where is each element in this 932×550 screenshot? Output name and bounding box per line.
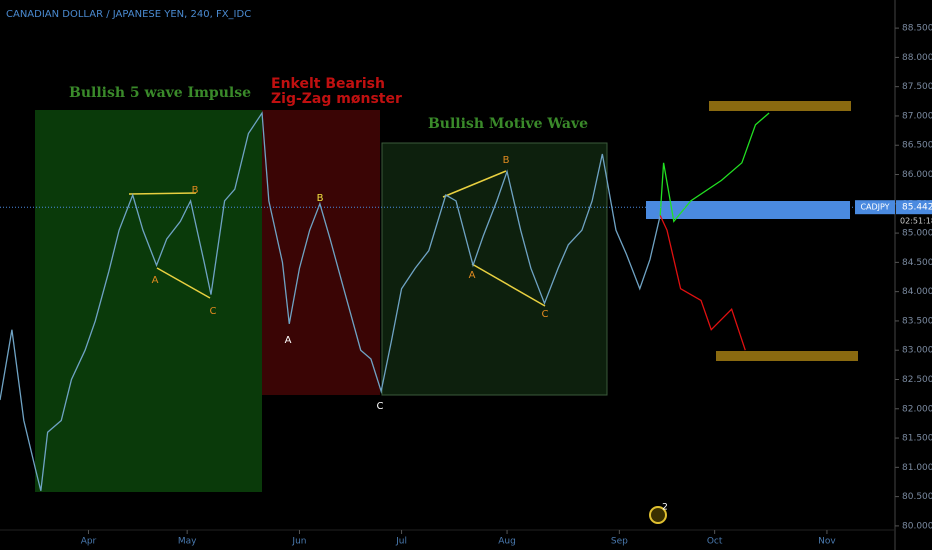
y-tick-label: 88.000 <box>902 53 932 63</box>
y-tick-label: 86.000 <box>902 170 932 180</box>
target-zone <box>716 351 858 361</box>
y-tick-label: 87.000 <box>902 111 932 121</box>
y-tick-label: 80.000 <box>902 521 932 531</box>
x-tick-label: Nov <box>818 537 836 547</box>
y-tick-label: 84.000 <box>902 287 932 297</box>
y-tick-label: 80.500 <box>902 492 932 502</box>
x-tick-label: Apr <box>81 537 97 547</box>
y-tick-label: 83.000 <box>902 346 932 356</box>
x-tick-label: Aug <box>498 537 516 547</box>
price-tag-bg <box>896 200 932 215</box>
event-badge-count[interactable]: 2 <box>662 503 668 513</box>
support-zone <box>646 201 850 219</box>
wave-label: B <box>192 185 199 196</box>
y-tick-label: 82.000 <box>902 404 932 414</box>
impulse-box <box>35 110 262 492</box>
wave-label: C <box>542 309 549 320</box>
wave-label: B <box>317 193 324 204</box>
x-tick-label: Oct <box>707 537 723 547</box>
price-line <box>0 111 661 491</box>
x-tick-label: Sep <box>611 537 628 547</box>
y-tick-label: 82.500 <box>902 375 932 385</box>
wave-label: C <box>210 306 217 317</box>
annotation: Enkelt Bearish <box>271 76 385 92</box>
y-tick-label: 87.500 <box>902 82 932 92</box>
y-tick-label: 86.500 <box>902 141 932 151</box>
x-tick-label: Jun <box>291 537 306 547</box>
wave-label: A <box>285 335 292 346</box>
x-tick-label: May <box>178 537 197 547</box>
symbol-tag-bg <box>855 200 895 215</box>
y-tick-label: 81.000 <box>902 463 932 473</box>
x-tick-label: Jul <box>395 537 407 547</box>
wave-label: A <box>152 275 159 286</box>
y-tick-label: 83.500 <box>902 316 932 326</box>
wave-label: A <box>469 270 476 281</box>
y-tick-label: 88.500 <box>902 24 932 34</box>
annotation: Bullish Motive Wave <box>428 116 588 132</box>
y-tick-label: 81.500 <box>902 434 932 444</box>
wave-label: B <box>503 155 510 166</box>
annotation: Zig-Zag mønster <box>271 91 402 107</box>
price-line <box>659 215 746 351</box>
wave-line <box>128 192 197 195</box>
price-line <box>659 112 770 223</box>
wave-line <box>471 263 546 307</box>
event-badge[interactable] <box>649 506 667 524</box>
y-tick-label: 84.500 <box>902 258 932 268</box>
annotation: Bullish 5 wave Impulse <box>69 85 251 101</box>
target-zone <box>709 101 851 111</box>
wave-line <box>442 170 507 198</box>
symbol-tag: CADJPY <box>860 203 889 212</box>
price-tag: 85.442 <box>902 203 932 213</box>
wave-lines <box>128 170 546 307</box>
wave-line <box>156 267 211 299</box>
chart-title: CANADIAN DOLLAR / JAPANESE YEN, 240, FX_… <box>6 9 251 20</box>
countdown: 02:51:18 <box>900 217 932 226</box>
y-tick-label: 85.000 <box>902 229 932 239</box>
wave-label: C <box>377 401 384 412</box>
motive-box <box>381 142 608 396</box>
